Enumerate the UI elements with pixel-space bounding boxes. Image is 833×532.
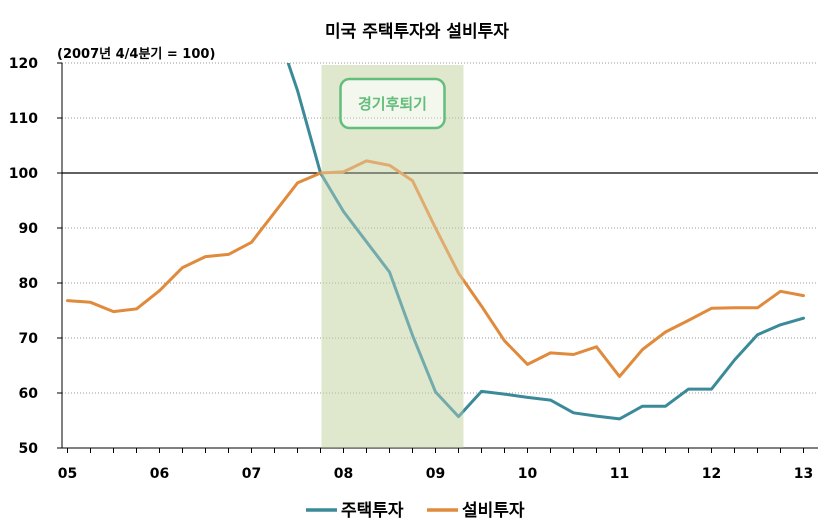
legend: 주택투자 설비투자 <box>306 501 525 521</box>
x-tick-label-11: 11 <box>610 466 629 482</box>
x-tick-label-05: 05 <box>58 466 77 482</box>
y-tick-label-100: 100 <box>9 166 38 182</box>
chart-title: 미국 주택투자와 설비투자 <box>325 22 509 42</box>
x-tick-label-08: 08 <box>334 466 353 482</box>
y-tick-label-120: 120 <box>9 56 38 72</box>
series-lines <box>66 63 805 448</box>
y-tick-label-110: 110 <box>9 111 38 127</box>
series-line-housing <box>286 63 805 421</box>
x-tick-label-12: 12 <box>702 466 721 482</box>
y-tick-label-60: 60 <box>19 386 39 402</box>
x-tick-label-13: 13 <box>794 466 813 482</box>
recession-area: 경기후퇴기 <box>321 65 464 448</box>
y-tick-label-80: 80 <box>19 276 39 292</box>
legend-label-housing: 주택투자 <box>341 501 404 521</box>
y-tick-label-70: 70 <box>19 331 39 347</box>
y-tick-label-90: 90 <box>19 221 39 237</box>
x-tick-label-06: 06 <box>150 466 169 482</box>
x-tick-label-10: 10 <box>518 466 538 482</box>
recession-label-box <box>339 77 446 130</box>
series-line-equipment <box>66 159 805 378</box>
legend-label-equipment: 설비투자 <box>462 501 525 521</box>
recession-label: 경기후퇴기 <box>358 95 427 113</box>
recession-overlay <box>321 65 464 448</box>
axes: 50 60 70 80 90 100 110 120 05 06 07 08 09 10 11 12 13 <box>9 56 818 482</box>
x-tick-label-09: 09 <box>426 466 445 482</box>
chart-subtitle: (2007년 4/4분기 = 100) <box>57 47 215 62</box>
x-tick-label-07: 07 <box>242 466 261 482</box>
y-tick-label-50: 50 <box>19 441 39 457</box>
